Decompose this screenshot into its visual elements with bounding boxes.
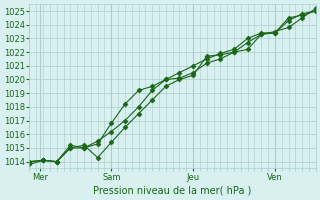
- X-axis label: Pression niveau de la mer( hPa ): Pression niveau de la mer( hPa ): [93, 186, 252, 196]
